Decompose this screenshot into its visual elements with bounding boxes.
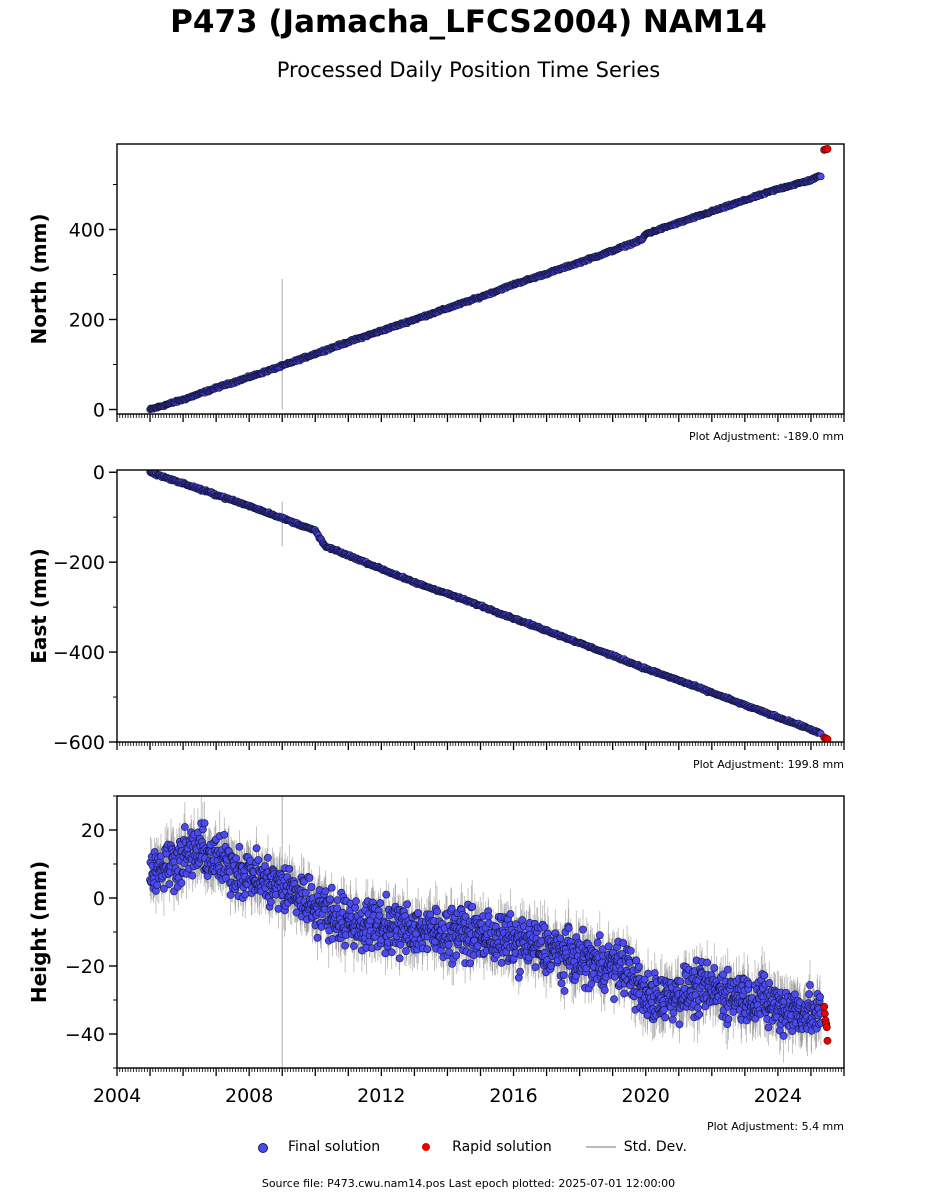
plot-area-0 [146,145,832,414]
y-tick-label: −400 [53,642,105,664]
rapid-point [823,145,832,153]
axes-frame [116,143,845,415]
final-point [817,172,825,181]
y-tick-label: 400 [69,220,105,242]
plot-area-2 [146,796,832,1068]
y-axis-label: North (mm) [27,213,51,344]
plot-adjustment-label: Plot Adjustment: 199.8 mm [693,758,844,771]
y-tick-label: −600 [53,732,105,754]
y-tick-label: 200 [69,310,105,332]
chart-title: P473 (Jamacha_LFCS2004) NAM14 [170,4,767,40]
y-tick-label: 0 [93,462,105,484]
y-axis-label: East (mm) [27,548,51,664]
plot-adjustment-label: Plot Adjustment: -189.0 mm [689,430,844,443]
y-tick-label: 0 [93,400,105,422]
rapid-point [823,735,832,742]
chart-subtitle: Processed Daily Position Time Series [276,58,661,82]
plot-area-1 [146,470,832,742]
y-tick-label: −200 [53,552,105,574]
